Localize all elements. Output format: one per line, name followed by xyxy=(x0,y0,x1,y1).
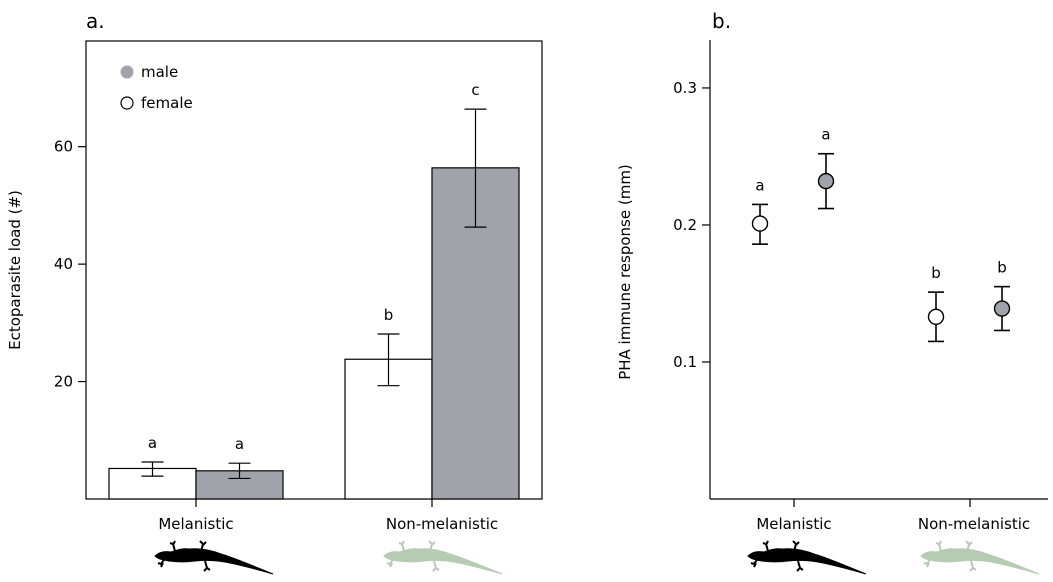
y-tick-label-a: 20 xyxy=(54,373,73,391)
point-female-1 xyxy=(927,308,945,325)
significance-letter-b: b xyxy=(931,264,941,282)
y-tick-label-a: 40 xyxy=(54,255,73,273)
legend-male-marker xyxy=(120,65,134,79)
y-tick-label-b: 0.2 xyxy=(673,216,697,234)
melanistic-lizard-icon-b xyxy=(747,540,867,575)
panel-a-label: a. xyxy=(86,9,105,33)
legend-female-marker xyxy=(120,96,134,110)
y-tick-label-a: 60 xyxy=(54,138,73,156)
non-melanistic-lizard-icon xyxy=(383,540,503,575)
y-axis-label-a: Ectoparasite load (#) xyxy=(6,190,24,350)
point-male-1 xyxy=(993,300,1011,317)
point-female-0 xyxy=(751,215,769,232)
x-category-b-melanistic: Melanistic xyxy=(756,515,831,533)
y-tick-label-b: 0.3 xyxy=(673,79,697,97)
significance-letter-a: b xyxy=(384,306,394,324)
significance-letter-b: b xyxy=(997,259,1007,277)
significance-letter-b: a xyxy=(755,176,764,194)
significance-letter-a: a xyxy=(148,434,157,452)
panel-b-label: b. xyxy=(712,9,731,33)
x-category-a-non-melanistic: Non-melanistic xyxy=(386,515,498,533)
y-tick-label-b: 0.1 xyxy=(673,353,697,371)
plot-a-frame xyxy=(85,40,543,500)
legend-female-label: female xyxy=(141,94,193,112)
y-axis-label-b: PHA immune response (mm) xyxy=(616,164,634,380)
legend-male-label: male xyxy=(141,63,178,81)
significance-letter-a: c xyxy=(471,81,479,99)
x-category-a-melanistic: Melanistic xyxy=(158,515,233,533)
non-melanistic-lizard-icon-b xyxy=(920,540,1040,575)
significance-letter-b: a xyxy=(821,126,830,144)
x-category-b-non-melanistic: Non-melanistic xyxy=(918,515,1030,533)
melanistic-lizard-icon xyxy=(154,540,274,575)
point-male-0 xyxy=(817,172,835,190)
significance-letter-a: a xyxy=(235,435,244,453)
